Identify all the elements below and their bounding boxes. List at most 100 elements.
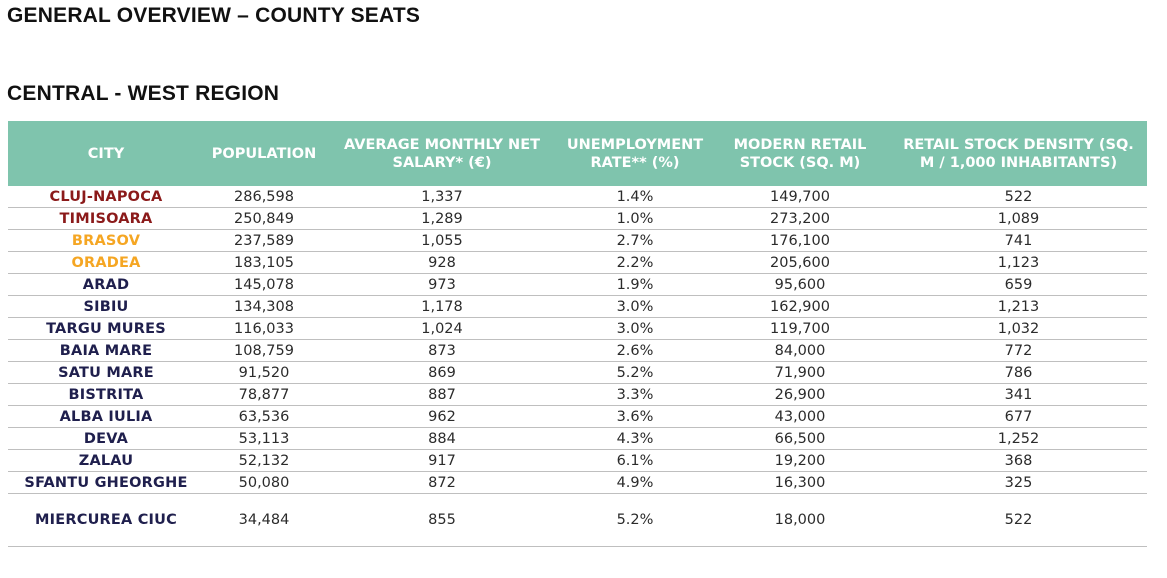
city-cell: TARGU MURES <box>8 317 204 340</box>
column-header-density: RETAIL STOCK DENSITY (SQ. M / 1,000 INHA… <box>890 121 1147 186</box>
column-header-salary: AVERAGE MONTHLY NET SALARY* (€) <box>324 121 560 186</box>
salary-cell: 1,178 <box>324 295 560 318</box>
population-cell: 50,080 <box>204 471 324 494</box>
salary-cell: 855 <box>324 493 560 547</box>
retail-stock-cell: 176,100 <box>710 229 890 252</box>
table-row: DEVA 53,113 884 4.3% 66,500 1,252 <box>8 427 1147 450</box>
unemployment-cell: 2.2% <box>560 251 710 274</box>
city-cell: ARAD <box>8 273 204 296</box>
density-cell: 341 <box>890 383 1147 406</box>
city-cell: BISTRITA <box>8 383 204 406</box>
column-header-retail-stock: MODERN RETAIL STOCK (SQ. M) <box>710 121 890 186</box>
table-row: ORADEA 183,105 928 2.2% 205,600 1,123 <box>8 251 1147 274</box>
retail-stock-cell: 71,900 <box>710 361 890 384</box>
unemployment-cell: 1.9% <box>560 273 710 296</box>
salary-cell: 928 <box>324 251 560 274</box>
county-seats-table: CITY POPULATION AVERAGE MONTHLY NET SALA… <box>8 121 1147 547</box>
table-row: SIBIU 134,308 1,178 3.0% 162,900 1,213 <box>8 295 1147 318</box>
population-cell: 183,105 <box>204 251 324 274</box>
city-cell: DEVA <box>8 427 204 450</box>
population-cell: 145,078 <box>204 273 324 296</box>
table-header-row: CITY POPULATION AVERAGE MONTHLY NET SALA… <box>8 121 1147 186</box>
table-row: BAIA MARE 108,759 873 2.6% 84,000 772 <box>8 339 1147 362</box>
population-cell: 116,033 <box>204 317 324 340</box>
city-cell: ALBA IULIA <box>8 405 204 428</box>
column-header-unemployment: UNEMPLOYMENT RATE** (%) <box>560 121 710 186</box>
retail-stock-cell: 18,000 <box>710 493 890 547</box>
density-cell: 772 <box>890 339 1147 362</box>
unemployment-cell: 4.9% <box>560 471 710 494</box>
retail-stock-cell: 66,500 <box>710 427 890 450</box>
salary-cell: 872 <box>324 471 560 494</box>
retail-stock-cell: 19,200 <box>710 449 890 472</box>
population-cell: 52,132 <box>204 449 324 472</box>
retail-stock-cell: 205,600 <box>710 251 890 274</box>
salary-cell: 1,289 <box>324 207 560 230</box>
salary-cell: 1,337 <box>324 186 560 208</box>
population-cell: 134,308 <box>204 295 324 318</box>
density-cell: 522 <box>890 493 1147 547</box>
city-cell: BAIA MARE <box>8 339 204 362</box>
population-cell: 53,113 <box>204 427 324 450</box>
salary-cell: 1,055 <box>324 229 560 252</box>
unemployment-cell: 2.6% <box>560 339 710 362</box>
table-row: SATU MARE 91,520 869 5.2% 71,900 786 <box>8 361 1147 384</box>
density-cell: 1,252 <box>890 427 1147 450</box>
unemployment-cell: 3.0% <box>560 317 710 340</box>
city-cell: ZALAU <box>8 449 204 472</box>
salary-cell: 884 <box>324 427 560 450</box>
density-cell: 786 <box>890 361 1147 384</box>
salary-cell: 869 <box>324 361 560 384</box>
table-row: ALBA IULIA 63,536 962 3.6% 43,000 677 <box>8 405 1147 428</box>
city-cell: ORADEA <box>8 251 204 274</box>
salary-cell: 1,024 <box>324 317 560 340</box>
unemployment-cell: 6.1% <box>560 449 710 472</box>
column-header-city: CITY <box>8 121 204 186</box>
city-cell: MIERCUREA CIUC <box>8 493 204 547</box>
density-cell: 325 <box>890 471 1147 494</box>
unemployment-cell: 3.3% <box>560 383 710 406</box>
population-cell: 63,536 <box>204 405 324 428</box>
retail-stock-cell: 16,300 <box>710 471 890 494</box>
retail-stock-cell: 43,000 <box>710 405 890 428</box>
city-cell: CLUJ-NAPOCA <box>8 186 204 208</box>
column-header-population: POPULATION <box>204 121 324 186</box>
population-cell: 250,849 <box>204 207 324 230</box>
table-row: BRASOV 237,589 1,055 2.7% 176,100 741 <box>8 229 1147 252</box>
city-cell: SIBIU <box>8 295 204 318</box>
salary-cell: 973 <box>324 273 560 296</box>
region-title: CENTRAL - WEST REGION <box>7 82 280 105</box>
city-cell: BRASOV <box>8 229 204 252</box>
population-cell: 108,759 <box>204 339 324 362</box>
table-row: ZALAU 52,132 917 6.1% 19,200 368 <box>8 449 1147 472</box>
density-cell: 1,213 <box>890 295 1147 318</box>
unemployment-cell: 5.2% <box>560 361 710 384</box>
salary-cell: 873 <box>324 339 560 362</box>
density-cell: 368 <box>890 449 1147 472</box>
page-title: GENERAL OVERVIEW – COUNTY SEATS <box>7 4 421 27</box>
retail-stock-cell: 162,900 <box>710 295 890 318</box>
retail-stock-cell: 149,700 <box>710 186 890 208</box>
density-cell: 1,089 <box>890 207 1147 230</box>
salary-cell: 962 <box>324 405 560 428</box>
table-row: BISTRITA 78,877 887 3.3% 26,900 341 <box>8 383 1147 406</box>
city-cell: TIMISOARA <box>8 207 204 230</box>
salary-cell: 917 <box>324 449 560 472</box>
population-cell: 91,520 <box>204 361 324 384</box>
table-row: MIERCUREA CIUC 34,484 855 5.2% 18,000 522 <box>8 493 1147 547</box>
city-cell: SATU MARE <box>8 361 204 384</box>
unemployment-cell: 5.2% <box>560 493 710 547</box>
retail-stock-cell: 273,200 <box>710 207 890 230</box>
density-cell: 1,032 <box>890 317 1147 340</box>
table-row: ARAD 145,078 973 1.9% 95,600 659 <box>8 273 1147 296</box>
population-cell: 78,877 <box>204 383 324 406</box>
table-row: CLUJ-NAPOCA 286,598 1,337 1.4% 149,700 522 <box>8 186 1147 208</box>
population-cell: 286,598 <box>204 186 324 208</box>
unemployment-cell: 1.4% <box>560 186 710 208</box>
unemployment-cell: 1.0% <box>560 207 710 230</box>
population-cell: 237,589 <box>204 229 324 252</box>
density-cell: 1,123 <box>890 251 1147 274</box>
density-cell: 741 <box>890 229 1147 252</box>
unemployment-cell: 3.0% <box>560 295 710 318</box>
retail-stock-cell: 26,900 <box>710 383 890 406</box>
